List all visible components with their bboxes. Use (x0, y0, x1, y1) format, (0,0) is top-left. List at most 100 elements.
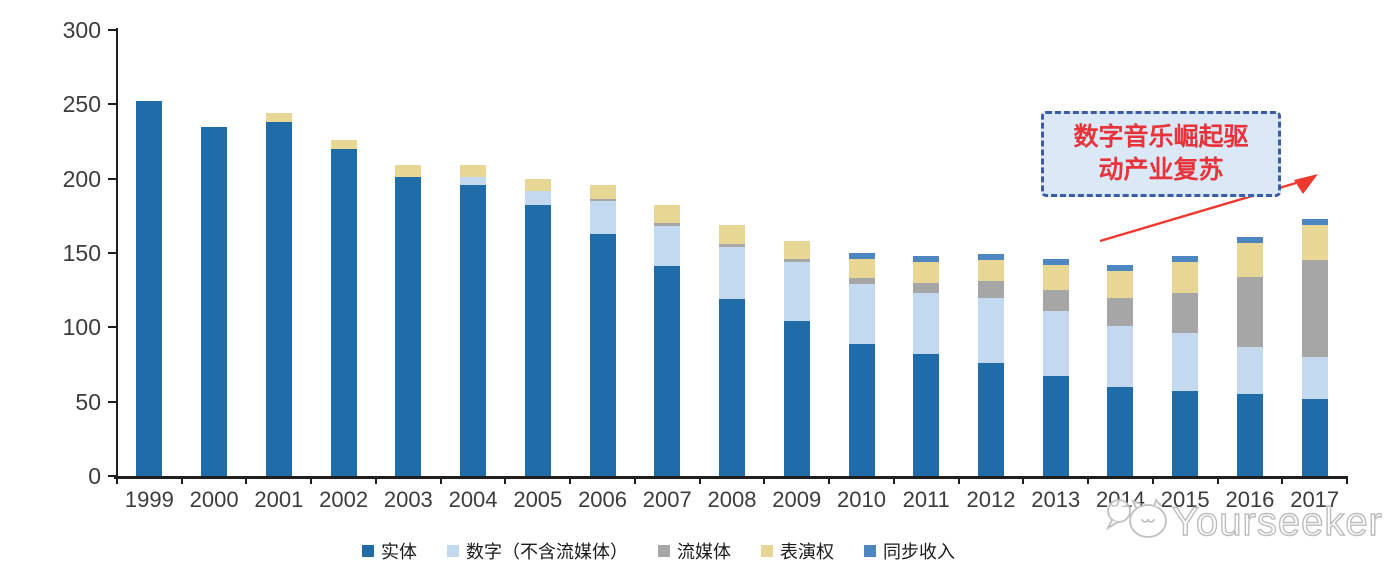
bar-segment (654, 205, 681, 224)
bar-segment (1107, 297, 1134, 326)
bar-segment (1301, 398, 1328, 476)
bar-segment (589, 199, 616, 201)
bar-segment (1301, 260, 1328, 358)
x-axis-year-label: 2002 (319, 487, 369, 512)
legend-swatch-icon (864, 545, 876, 557)
x-axis-year-label: 2005 (513, 487, 563, 512)
bar-segment (1301, 357, 1328, 399)
y-axis-tick-label: 50 (75, 388, 101, 415)
bar-segment (589, 184, 616, 200)
bar-segment (1172, 293, 1199, 334)
x-axis-tick (957, 476, 960, 484)
bar-segment (1042, 310, 1069, 377)
bar-segment (1042, 376, 1069, 476)
x-axis-tick (1087, 476, 1090, 484)
y-axis-tick-label: 150 (62, 240, 101, 266)
bar-segment (1236, 236, 1263, 243)
x-axis-tick (1281, 476, 1284, 484)
x-axis-tick (698, 476, 701, 484)
bar-segment (1172, 255, 1199, 262)
bar-segment (719, 244, 746, 248)
x-axis-tick (439, 476, 442, 484)
bar-segment (913, 261, 940, 283)
bar-segment (913, 282, 940, 294)
x-axis-tick (310, 476, 313, 484)
legend-item: 表演权 (761, 538, 834, 564)
legend-item: 数字（不含流媒体） (447, 538, 628, 564)
x-axis-year-label: 2003 (383, 487, 433, 512)
bar-segment (1301, 218, 1328, 225)
chart-legend: 实体 数字（不含流媒体） 流媒体 表演权 同步收入 (362, 538, 955, 564)
legend-swatch-icon (447, 545, 459, 557)
bar-segment (719, 224, 746, 245)
x-axis-year-label: 2001 (254, 487, 304, 512)
bar-segment (977, 363, 1004, 476)
bar-segment (330, 148, 357, 476)
x-axis-tick (763, 476, 766, 484)
legend-item: 实体 (362, 538, 417, 564)
bar-segment (1236, 346, 1263, 395)
bar-segment (201, 126, 228, 476)
legend-label: 实体 (381, 542, 417, 562)
bar-segment (1107, 264, 1134, 271)
x-axis-year-label: 2017 (1290, 487, 1340, 512)
bar-segment (460, 177, 487, 185)
y-axis-line (116, 28, 118, 478)
bar-segment (977, 254, 1004, 261)
bar-segment (783, 321, 810, 476)
y-axis-tick (108, 252, 116, 254)
annotation-text-line2: 动产业复苏 (1098, 157, 1224, 184)
x-axis-year-label: 2000 (189, 487, 239, 512)
bar-segment (783, 241, 810, 259)
bar-segment (913, 293, 940, 355)
y-axis-tick-label: 0 (88, 463, 101, 489)
x-axis-year-label: 2012 (966, 487, 1016, 512)
bar-segment (654, 226, 681, 267)
bar-segment (1172, 391, 1199, 476)
annotation-text-line1: 数字音乐崛起驱 (1073, 124, 1249, 151)
bar-segment (1236, 394, 1263, 476)
x-axis-year-label: 2006 (578, 487, 628, 512)
arrowhead-icon (1294, 174, 1318, 194)
x-axis-tick (569, 476, 572, 484)
legend-item: 流媒体 (658, 538, 731, 564)
bar-segment (1107, 325, 1134, 387)
bar-segment (913, 255, 940, 262)
x-axis-tick (180, 476, 183, 484)
bar-segment (524, 190, 551, 206)
y-axis-tick-label: 100 (62, 314, 101, 341)
legend-label: 同步收入 (883, 542, 955, 562)
y-axis-tick (108, 29, 116, 32)
legend-label: 流媒体 (677, 542, 731, 562)
watermark-text: Yourseeker (1172, 500, 1383, 544)
annotation-box: 数字音乐崛起驱 动产业复苏 (1041, 111, 1281, 197)
legend-item: 同步收入 (864, 538, 955, 564)
bar-segment (654, 266, 681, 476)
bar-segment (977, 297, 1004, 363)
bar-segment (524, 205, 551, 476)
x-axis-tick (1216, 476, 1219, 484)
bar-segment (460, 165, 487, 178)
bar-segment (719, 247, 746, 300)
bar-segment (848, 284, 875, 344)
bar-segment (1107, 386, 1134, 476)
x-axis-year-label: 2016 (1225, 487, 1275, 512)
bar-segment (1236, 276, 1263, 347)
x-axis-tick (892, 476, 895, 484)
bar-segment (1172, 261, 1199, 294)
bar-segment (1107, 270, 1134, 298)
bar-segment (1042, 290, 1069, 311)
legend-swatch-icon (658, 545, 670, 557)
x-axis-year-label: 2004 (448, 487, 498, 512)
legend-swatch-icon (362, 545, 374, 557)
x-axis-year-label: 2013 (1031, 487, 1081, 512)
bar-segment (719, 299, 746, 476)
yourseeker-watermark: Yourseeker (1105, 498, 1383, 545)
x-axis-tick (1151, 476, 1154, 484)
x-axis-year-label: 2008 (707, 487, 757, 512)
y-axis-tick (108, 475, 116, 477)
x-axis-tick (245, 476, 248, 484)
bar-segment (977, 260, 1004, 282)
legend-swatch-icon (761, 545, 773, 557)
